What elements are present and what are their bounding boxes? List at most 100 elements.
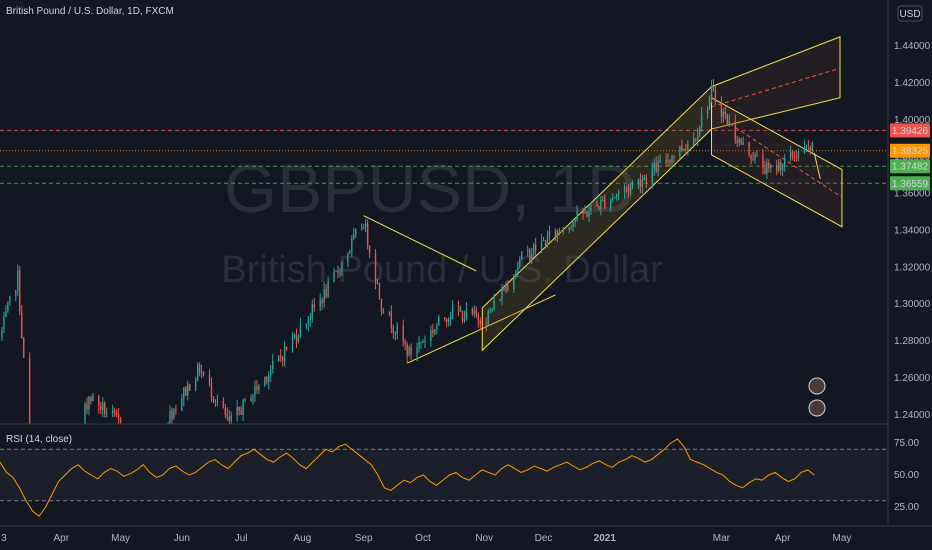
- candle-body: [115, 412, 118, 415]
- candle-body: [104, 402, 106, 414]
- currency-label: USD: [899, 9, 920, 20]
- candle-body: [698, 127, 701, 135]
- candle-body: [3, 316, 5, 330]
- candle-body: [175, 409, 177, 411]
- time-tick-label: May: [833, 533, 852, 544]
- rsi-band-fill: [0, 449, 888, 501]
- candle-body: [738, 139, 740, 144]
- candle-body: [596, 205, 598, 207]
- rsi-axis[interactable]: 75.00 50.00 25.00: [894, 438, 919, 513]
- candle-body: [617, 192, 620, 195]
- candle-body: [554, 231, 557, 237]
- candle-body: [791, 151, 794, 157]
- candle-body: [451, 305, 454, 317]
- candle-body: [98, 395, 100, 407]
- time-tick-label: 3: [1, 533, 7, 544]
- candle-body: [584, 210, 586, 214]
- candle-body: [238, 406, 240, 411]
- candle-body: [529, 249, 531, 260]
- candle-body: [189, 384, 191, 391]
- candles: [1, 79, 814, 425]
- candle-body: [598, 206, 600, 210]
- price-tick-label: 1.24000: [894, 410, 931, 421]
- candle-body: [311, 304, 313, 318]
- candle-body: [449, 316, 452, 319]
- candle-body: [333, 271, 335, 282]
- candle-body: [183, 387, 185, 399]
- candle-body: [86, 404, 88, 410]
- candle-body: [361, 227, 363, 230]
- candle-body: [325, 288, 327, 297]
- candle-body: [793, 156, 796, 158]
- candle-body: [720, 102, 723, 117]
- candle-body: [471, 308, 474, 314]
- candle-body: [485, 324, 487, 326]
- candle-body: [100, 406, 102, 410]
- candle-body: [615, 194, 618, 197]
- candle-body: [194, 380, 197, 391]
- candle-body: [463, 317, 466, 321]
- price-level-badge: [890, 176, 930, 191]
- channel-midline: [711, 67, 841, 108]
- price-axis[interactable]: 1.440001.420001.400001.380001.360001.340…: [894, 41, 931, 421]
- candle-body: [479, 320, 481, 325]
- price-tick-label: 1.28000: [894, 336, 931, 347]
- candle-body: [588, 211, 590, 217]
- candle-body: [402, 325, 404, 342]
- candle-body: [299, 324, 302, 338]
- candle-body: [493, 300, 495, 310]
- candle-body: [805, 146, 808, 148]
- candle-body: [392, 327, 395, 333]
- candle-body: [362, 227, 365, 229]
- candle-body: [726, 114, 729, 125]
- price-tick-label: 1.36000: [894, 189, 931, 200]
- price-level-badge: [890, 123, 930, 138]
- candle-body: [420, 342, 422, 344]
- candle-body: [683, 148, 685, 151]
- wedge-upper-line: [363, 215, 477, 272]
- candle-body: [444, 317, 446, 320]
- candle-body: [724, 111, 727, 115]
- candle-body: [780, 161, 782, 171]
- candle-body: [610, 199, 612, 208]
- time-tick-label: Jul: [235, 533, 248, 544]
- candle-body: [171, 410, 173, 419]
- candle-body: [712, 85, 715, 91]
- event-flag-icon[interactable]: [808, 399, 826, 417]
- candle-body: [590, 205, 592, 212]
- candle-body: [445, 319, 448, 323]
- candle-body: [706, 108, 709, 114]
- event-flag-icon[interactable]: [808, 377, 826, 395]
- event-markers[interactable]: [808, 377, 826, 417]
- candle-body: [327, 281, 329, 297]
- candle-body: [693, 138, 695, 145]
- candle-body: [406, 344, 408, 356]
- time-axis[interactable]: 3 Apr May Jun Jul Aug Sep Oct Nov Dec 2021 Mar Apr Ma…: [1, 533, 851, 544]
- candle-body: [297, 337, 300, 342]
- candle-body: [277, 355, 280, 361]
- candle-body: [285, 346, 288, 350]
- candle-body: [17, 270, 19, 291]
- candle-body: [382, 311, 385, 314]
- candle-body: [507, 285, 509, 290]
- candle-body: [272, 360, 274, 370]
- rsi-tick-label: 75.00: [894, 438, 919, 449]
- candle-body: [770, 165, 772, 169]
- candle-body: [534, 244, 537, 251]
- candle-body: [762, 154, 764, 168]
- candle-body: [530, 253, 533, 260]
- candle-body: [283, 346, 286, 361]
- candle-body: [602, 199, 604, 201]
- candle-body: [119, 418, 122, 424]
- candle-body: [210, 382, 213, 397]
- currency-button[interactable]: [897, 5, 923, 22]
- candle-body: [568, 227, 570, 230]
- candle-body: [279, 355, 282, 358]
- candle-body: [766, 162, 768, 174]
- candle-body: [264, 377, 266, 386]
- candle-body: [266, 377, 268, 383]
- candle-body: [410, 347, 412, 355]
- candle-body: [544, 240, 547, 246]
- candle-body: [517, 266, 519, 271]
